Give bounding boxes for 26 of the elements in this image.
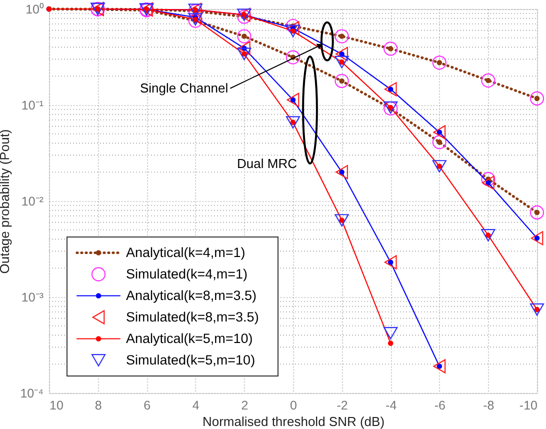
legend-label: Analytical(k=4,m=1) [126,244,246,260]
legend-label: Analytical(k=8,m=3.5) [126,288,257,303]
x-tick-label: -8 [483,398,494,412]
x-tick-label: 2 [241,398,248,412]
x-tick-label: 6 [144,398,151,412]
legend-label: Analytical(k=5,m=10) [126,330,253,346]
x-tick-label: 8 [94,398,102,412]
x-axis-title: Normalised threshold SNR (dB) [202,414,385,429]
x-tick-label: -6 [434,398,446,412]
x-tick-label: -2 [336,398,348,412]
y-tick-label: 10⁻⁴ [20,386,44,400]
y-tick-label: 10⁻² [21,194,44,208]
y-tick-label: 10⁻³ [21,290,44,304]
annotation: Dual MRC [237,156,297,171]
x-tick-label: 0 [290,398,298,412]
legend-label: Simulated(k=5,m=10) [126,352,256,368]
y-axis-title: Outage probability (Pout) [0,129,12,274]
legend-label: Simulated(k=8,m=3.5) [126,309,259,324]
x-tick-label: 10 [50,398,64,412]
x-tick-label: 4 [192,398,200,412]
annotation: Single Channel [140,80,228,96]
y-tick-label: 10⁻¹ [21,98,44,112]
legend-label: Simulated(k=4,m=1) [126,266,248,282]
x-tick-label: -10 [519,398,538,412]
x-tick-label: -4 [386,398,397,412]
y-tick-label: 10⁰ [26,2,44,16]
